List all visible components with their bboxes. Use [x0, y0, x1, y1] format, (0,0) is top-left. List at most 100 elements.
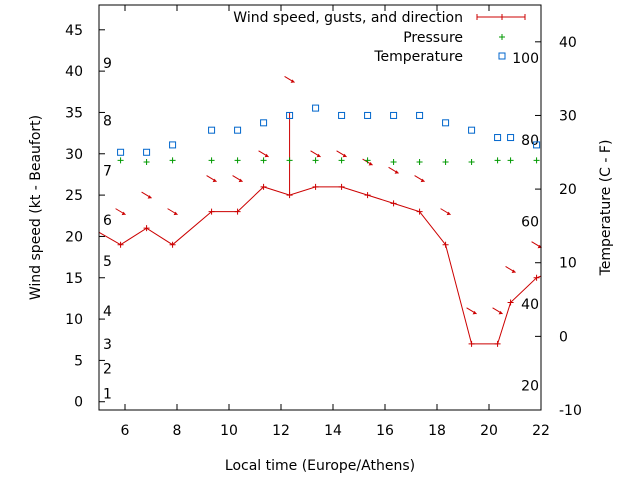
wind-speed-point — [234, 208, 241, 215]
beaufort-label: 9 — [103, 56, 112, 72]
legend-label-temperature: Temperature — [373, 49, 463, 65]
pressure-point — [390, 159, 397, 166]
wind-direction-arrow — [466, 307, 477, 315]
arrow-head — [147, 195, 152, 199]
arrow-head — [420, 178, 425, 183]
temperature-point — [416, 111, 424, 119]
tick-marks — [99, 5, 542, 411]
y2-tick-label: 10 — [559, 256, 577, 272]
wind-speed-point — [442, 241, 449, 248]
fahrenheit-label: 40 — [521, 297, 539, 313]
beaufort-label: 2 — [103, 362, 112, 378]
y2-tick-label: 0 — [559, 329, 568, 345]
wind-direction-arrow — [505, 266, 516, 273]
pressure-point — [234, 157, 241, 164]
arrow-head — [394, 170, 399, 174]
wind-speed-point — [364, 192, 371, 199]
wind-direction-arrow — [440, 208, 451, 216]
temperature-point — [507, 134, 515, 142]
y-tick-label: 40 — [65, 64, 83, 80]
x-tick-label: 22 — [532, 423, 550, 439]
wind-direction-arrow — [167, 208, 178, 216]
x-tick-label: 6 — [121, 423, 130, 439]
arrow-head — [511, 269, 516, 273]
series-layer — [98, 75, 542, 347]
temperature-point — [234, 126, 242, 134]
beaufort-label: 8 — [103, 114, 112, 130]
wind-speed-point — [533, 274, 540, 281]
wind-speed-point — [507, 299, 514, 306]
pressure-point — [468, 159, 475, 166]
y-tick-label: 0 — [74, 395, 83, 411]
wind-direction-arrow — [115, 208, 126, 216]
legend: Wind speed, gusts, and direction Pressure… — [233, 10, 526, 65]
pressure-point — [143, 159, 150, 166]
y2-axis-title: Temperature (C - F) — [598, 140, 614, 277]
pressure-point — [338, 157, 345, 164]
fahrenheit-label: 100 — [512, 51, 539, 67]
y-tick-label: 45 — [65, 23, 83, 39]
y-tick-label: 20 — [65, 229, 83, 245]
x-tick-label: 8 — [173, 423, 182, 439]
y-tick-label: 15 — [65, 271, 83, 287]
temperature-point — [286, 111, 294, 119]
y2-tick-label: -10 — [559, 403, 582, 419]
wind-speed-point — [390, 200, 397, 207]
legend-swatch-pressure — [499, 34, 505, 40]
y-tick-label: 35 — [65, 105, 83, 121]
wind-speed-line — [98, 186, 542, 345]
y2-tick-label: 20 — [559, 182, 577, 198]
wind-direction-arrow — [258, 150, 269, 158]
beaufort-label: 7 — [103, 163, 112, 179]
beaufort-label: 4 — [103, 304, 112, 320]
y2-tick-label: 40 — [559, 35, 577, 51]
pressure-point — [364, 157, 371, 164]
wind-speed-point — [338, 183, 345, 190]
wind-direction-arrow — [492, 307, 503, 315]
temperature-point — [364, 111, 372, 119]
y2-tick-label: 30 — [559, 108, 577, 124]
temperature-point — [390, 111, 398, 119]
temperature-point — [338, 111, 346, 119]
plot-frame — [98, 4, 542, 411]
fahrenheit-label: 60 — [521, 214, 539, 230]
arrow-head — [498, 310, 503, 315]
legend-swatch-temperature — [498, 52, 506, 60]
wind-speed-point — [260, 183, 267, 190]
y-tick-label: 10 — [65, 312, 83, 328]
wind-speed-point — [208, 208, 215, 215]
pressure-point — [260, 157, 267, 164]
temperature-point — [312, 104, 320, 112]
beaufort-label: 6 — [103, 213, 112, 229]
wind-direction-arrow — [336, 150, 347, 158]
pressure-point — [312, 157, 319, 164]
wind-speed-point — [117, 241, 124, 248]
beaufort-label: 5 — [103, 254, 112, 270]
wind-speed-point — [169, 241, 176, 248]
pressure-point — [117, 157, 124, 164]
arrow-head — [342, 153, 347, 158]
temperature-point — [442, 119, 450, 127]
wind-direction-arrow — [206, 175, 217, 183]
x-axis-title: Local time (Europe/Athens) — [225, 458, 415, 474]
pressure-point — [169, 157, 176, 164]
arrow-head — [264, 153, 269, 158]
wind-direction-arrow — [414, 175, 425, 183]
temperature-point — [494, 134, 502, 142]
wind-speed-point — [494, 340, 501, 347]
legend-label-pressure: Pressure — [403, 30, 463, 46]
pressure-point — [442, 159, 449, 166]
arrow-head — [316, 153, 321, 158]
wind-direction-arrow — [284, 75, 295, 83]
y-tick-label: 5 — [74, 353, 83, 369]
wind-speed-point — [468, 340, 475, 347]
temperature-point — [169, 141, 177, 149]
beaufort-label: 1 — [103, 386, 112, 402]
pressure-point — [533, 157, 540, 164]
y-tick-label: 25 — [65, 188, 83, 204]
wind-speed-point — [312, 183, 319, 190]
arrow-head — [238, 178, 243, 183]
wind-speed-point — [143, 225, 150, 232]
